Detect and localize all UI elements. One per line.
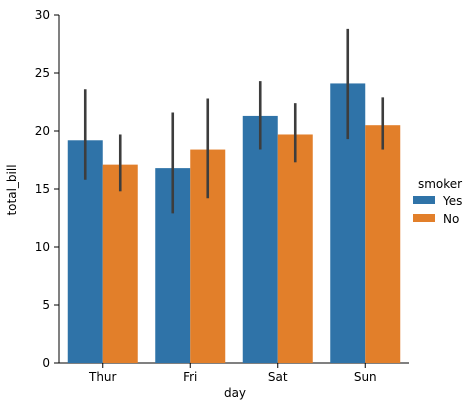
y-axis-label: total_bill [5, 164, 19, 215]
bar-yes-sat [242, 115, 278, 363]
y-tick-label: 10 [35, 240, 50, 254]
watermark-text: 知乎 @骑蜗牛上月球 [354, 384, 466, 399]
x-axis: Thur Fri Sat Sun [59, 362, 409, 384]
y-tick-label: 5 [42, 298, 50, 312]
y-axis: 0 5 10 15 20 25 30 [35, 8, 60, 370]
x-tick-label: Sun [354, 370, 377, 384]
x-tick-label: Fri [183, 370, 197, 384]
legend-label-yes: Yes [442, 194, 462, 208]
error-bars [83, 28, 385, 214]
legend-label-no: No [443, 212, 459, 226]
legend-title: smoker [418, 177, 462, 191]
bars [67, 83, 401, 363]
bar-no-sat [277, 134, 313, 363]
y-tick-label: 0 [42, 356, 50, 370]
x-axis-label: day [224, 386, 246, 400]
x-tick-label: Sat [268, 370, 288, 384]
y-tick-label: 25 [35, 66, 50, 80]
y-tick-label: 30 [35, 8, 50, 22]
x-tick-label: Thur [88, 370, 117, 384]
y-tick-label: 15 [35, 182, 50, 196]
bar-no-sun [365, 125, 401, 363]
legend-swatch-no [413, 214, 435, 222]
bar-no-thur [102, 164, 138, 363]
y-tick-label: 20 [35, 124, 50, 138]
legend-swatch-yes [413, 196, 435, 204]
legend: smoker Yes No [413, 177, 462, 226]
